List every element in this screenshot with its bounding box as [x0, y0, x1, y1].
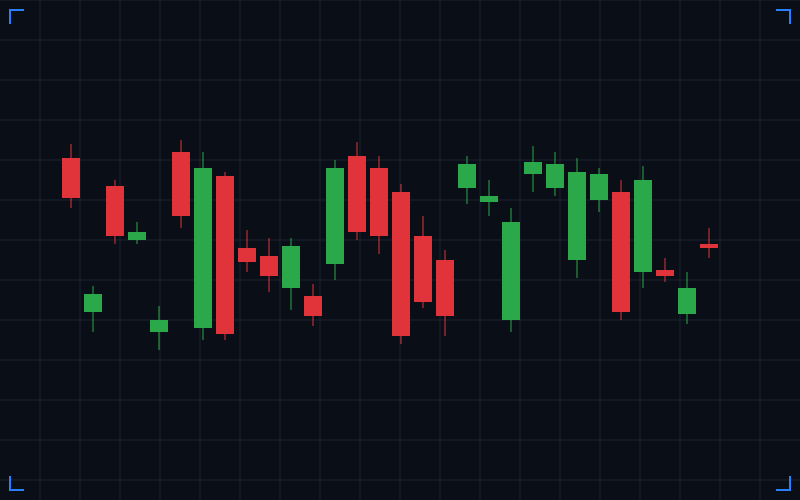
candle-body — [436, 260, 454, 316]
corner-bracket — [9, 476, 24, 491]
candle-body — [656, 270, 674, 276]
candle-body — [348, 156, 366, 232]
candle-body — [370, 168, 388, 236]
candle-body — [172, 152, 190, 216]
candle-body — [216, 176, 234, 334]
candle-body — [282, 246, 300, 288]
candle-body — [84, 294, 102, 312]
candle-body — [62, 158, 80, 198]
candle-body — [480, 196, 498, 202]
candle-body — [304, 296, 322, 316]
candle-body — [414, 236, 432, 302]
candle-body — [458, 164, 476, 188]
candle-body — [194, 168, 212, 328]
candle-body — [634, 180, 652, 272]
candle-body — [590, 174, 608, 200]
candle-body — [128, 232, 146, 240]
candle-body — [678, 288, 696, 314]
candle-body — [260, 256, 278, 276]
corner-bracket — [776, 476, 791, 491]
candle-body — [546, 164, 564, 188]
candle-body — [326, 168, 344, 264]
candle-body — [568, 172, 586, 260]
candle-body — [612, 192, 630, 312]
candle-body — [238, 248, 256, 262]
plot — [0, 0, 800, 481]
candle-body — [700, 244, 718, 248]
corner-bracket — [9, 9, 24, 24]
candle-body — [524, 162, 542, 174]
candle-body — [150, 320, 168, 332]
corner-bracket — [776, 9, 791, 24]
candle-body — [106, 186, 124, 236]
candle-body — [392, 192, 410, 336]
candle-body — [502, 222, 520, 320]
